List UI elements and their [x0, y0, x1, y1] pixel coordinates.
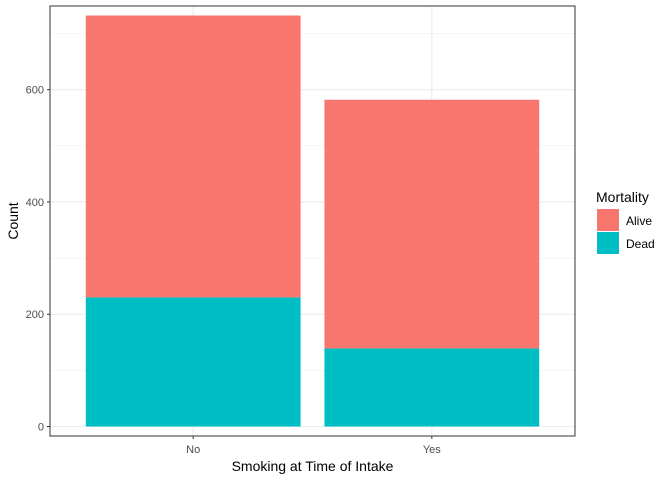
legend: Mortality Alive Dead — [596, 189, 655, 254]
legend-title: Mortality — [596, 189, 649, 205]
legend-key-dead — [597, 232, 619, 254]
x-tick-label: Yes — [423, 444, 441, 456]
x-axis-title: Smoking at Time of Intake — [232, 458, 394, 474]
y-tick-label: 0 — [38, 422, 44, 434]
y-axis-ticks: 0 200 400 600 — [26, 85, 50, 434]
x-tick-label: No — [186, 444, 200, 456]
y-axis-title: Count — [5, 202, 21, 239]
plot-panel-border — [49, 5, 576, 437]
legend-label-alive: Alive — [626, 214, 652, 228]
legend-key-alive — [597, 209, 619, 231]
y-tick-label: 600 — [26, 85, 44, 97]
bar-dead-no — [85, 297, 301, 427]
bar-dead-yes — [324, 348, 540, 427]
y-tick-label: 200 — [26, 309, 44, 321]
x-axis-ticks: No Yes — [186, 436, 441, 456]
bars — [85, 15, 540, 427]
legend-label-dead: Dead — [626, 237, 655, 251]
bar-alive-yes — [324, 99, 540, 349]
y-tick-label: 400 — [26, 197, 44, 209]
bar-alive-no — [85, 15, 301, 298]
